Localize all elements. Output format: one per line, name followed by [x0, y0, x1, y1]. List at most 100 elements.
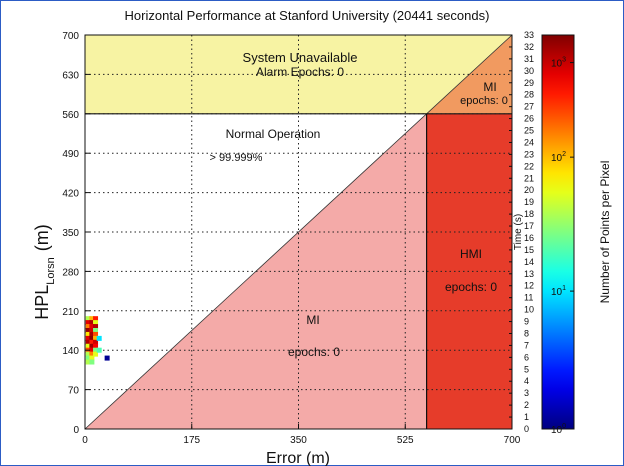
data-cell [85, 351, 91, 357]
y-tick-label: 700 [62, 31, 79, 42]
data-cell [93, 343, 99, 349]
seconds-tick-label: 21 [524, 173, 534, 183]
data-cell [89, 347, 95, 353]
seconds-tick-label: 15 [524, 245, 534, 255]
y-tick-label: 210 [62, 307, 79, 318]
seconds-tick-label: 17 [524, 221, 534, 231]
data-cell [93, 328, 99, 333]
hmi-epochs: epochs: 0 [445, 280, 497, 294]
data-cell [85, 320, 91, 326]
y-axis-label-main: HPL [32, 285, 52, 320]
data-cell [93, 335, 99, 341]
colorbar [541, 34, 575, 430]
seconds-tick-label: 32 [524, 42, 534, 52]
seconds-tick-label: 11 [524, 293, 533, 303]
y-tick-label: 140 [62, 346, 79, 357]
seconds-tick-label: 18 [524, 209, 534, 219]
mi-title: MI [306, 313, 319, 327]
seconds-tick-label: 8 [524, 328, 529, 338]
y-tick-label: 70 [68, 386, 80, 397]
data-cell [104, 355, 110, 361]
data-cell [89, 328, 95, 333]
seconds-tick-label: 1 [524, 412, 529, 422]
data-cell [93, 351, 99, 357]
seconds-tick-label: 2 [524, 400, 529, 410]
data-cell [85, 355, 91, 361]
colorbar-tick-label: 102 [551, 151, 566, 164]
data-cell [89, 320, 95, 326]
chart-title: Horizontal Performance at Stanford Unive… [125, 8, 490, 23]
svg-text:HPLLorsn(m): HPLLorsn (m) [32, 224, 57, 320]
data-cell [85, 359, 91, 365]
seconds-tick-label: 23 [524, 149, 534, 159]
seconds-tick-label: 9 [524, 317, 529, 327]
data-cell [93, 316, 99, 322]
data-cell [89, 324, 95, 330]
y-axis-label-sub: Lorsn [45, 257, 57, 285]
data-cell [96, 347, 102, 353]
data-cell [89, 316, 95, 322]
unavailable-epochs: Alarm Epochs: 0 [256, 65, 344, 79]
data-cell [89, 339, 95, 345]
x-tick-label: 0 [82, 435, 88, 446]
data-cell [85, 343, 91, 349]
seconds-tick-label: 20 [524, 185, 534, 195]
y-tick-label: 350 [62, 228, 79, 239]
y-tick-label: 630 [62, 70, 79, 81]
y-tick-label: 420 [62, 189, 79, 200]
y-tick-label: 560 [62, 110, 79, 121]
data-cell [89, 343, 95, 349]
colorbar-tick-label: 103 [551, 57, 566, 70]
mi-upper-epochs: epochs: 0 [460, 95, 508, 107]
y-tick-label: 0 [73, 425, 79, 436]
seconds-axis-label: Time (s) [513, 214, 524, 250]
data-cell [85, 335, 91, 341]
colorbar-tick-label: 100 [551, 423, 566, 436]
seconds-tick-label: 22 [524, 161, 534, 171]
seconds-tick-label: 5 [524, 364, 529, 374]
data-cell [85, 324, 91, 330]
data-cell [85, 331, 91, 337]
hmi-title: HMI [460, 247, 482, 261]
data-cell [85, 339, 91, 345]
data-cell [96, 335, 102, 341]
seconds-tick-label: 12 [524, 281, 534, 291]
seconds-tick-label: 14 [524, 257, 534, 267]
seconds-tick-label: 24 [524, 137, 534, 147]
data-cell [93, 320, 99, 326]
seconds-tick-label: 7 [524, 340, 529, 350]
y-tick-label: 280 [62, 267, 79, 278]
x-tick-label: 350 [290, 435, 307, 446]
data-cell [89, 331, 95, 337]
mi-epochs: epochs: 0 [288, 345, 340, 359]
seconds-tick-label: 31 [524, 54, 534, 64]
data-cell [89, 355, 95, 361]
mi-upper-title: MI [483, 80, 496, 94]
x-tick-label: 700 [504, 435, 521, 446]
seconds-tick-label: 30 [524, 66, 534, 76]
x-tick-label: 525 [397, 435, 414, 446]
seconds-tick-label: 6 [524, 352, 529, 362]
x-axis-label: Error (m) [266, 450, 330, 466]
normal-operation-percent: > 99.999% [210, 152, 263, 164]
data-cell [93, 324, 99, 330]
unavailable-title: System Unavailable [243, 50, 358, 65]
data-cell [85, 328, 91, 333]
data-cell [93, 339, 99, 345]
seconds-tick-label: 13 [524, 269, 534, 279]
data-cell [93, 331, 99, 337]
seconds-tick-label: 3 [524, 388, 529, 398]
colorbar-label: Number of Points per Pixel [598, 161, 612, 304]
data-cell [89, 359, 95, 365]
seconds-tick-label: 26 [524, 114, 534, 124]
data-cell [93, 347, 99, 353]
y-tick-label: 490 [62, 149, 79, 160]
normal-operation-title: Normal Operation [226, 127, 321, 141]
seconds-tick-label: 25 [524, 126, 534, 136]
seconds-tick-label: 27 [524, 102, 534, 112]
colorbar-tick-label: 101 [551, 285, 566, 298]
seconds-tick-label: 10 [524, 305, 534, 315]
seconds-tick-label: 0 [524, 424, 529, 434]
seconds-tick-label: 29 [524, 78, 534, 88]
